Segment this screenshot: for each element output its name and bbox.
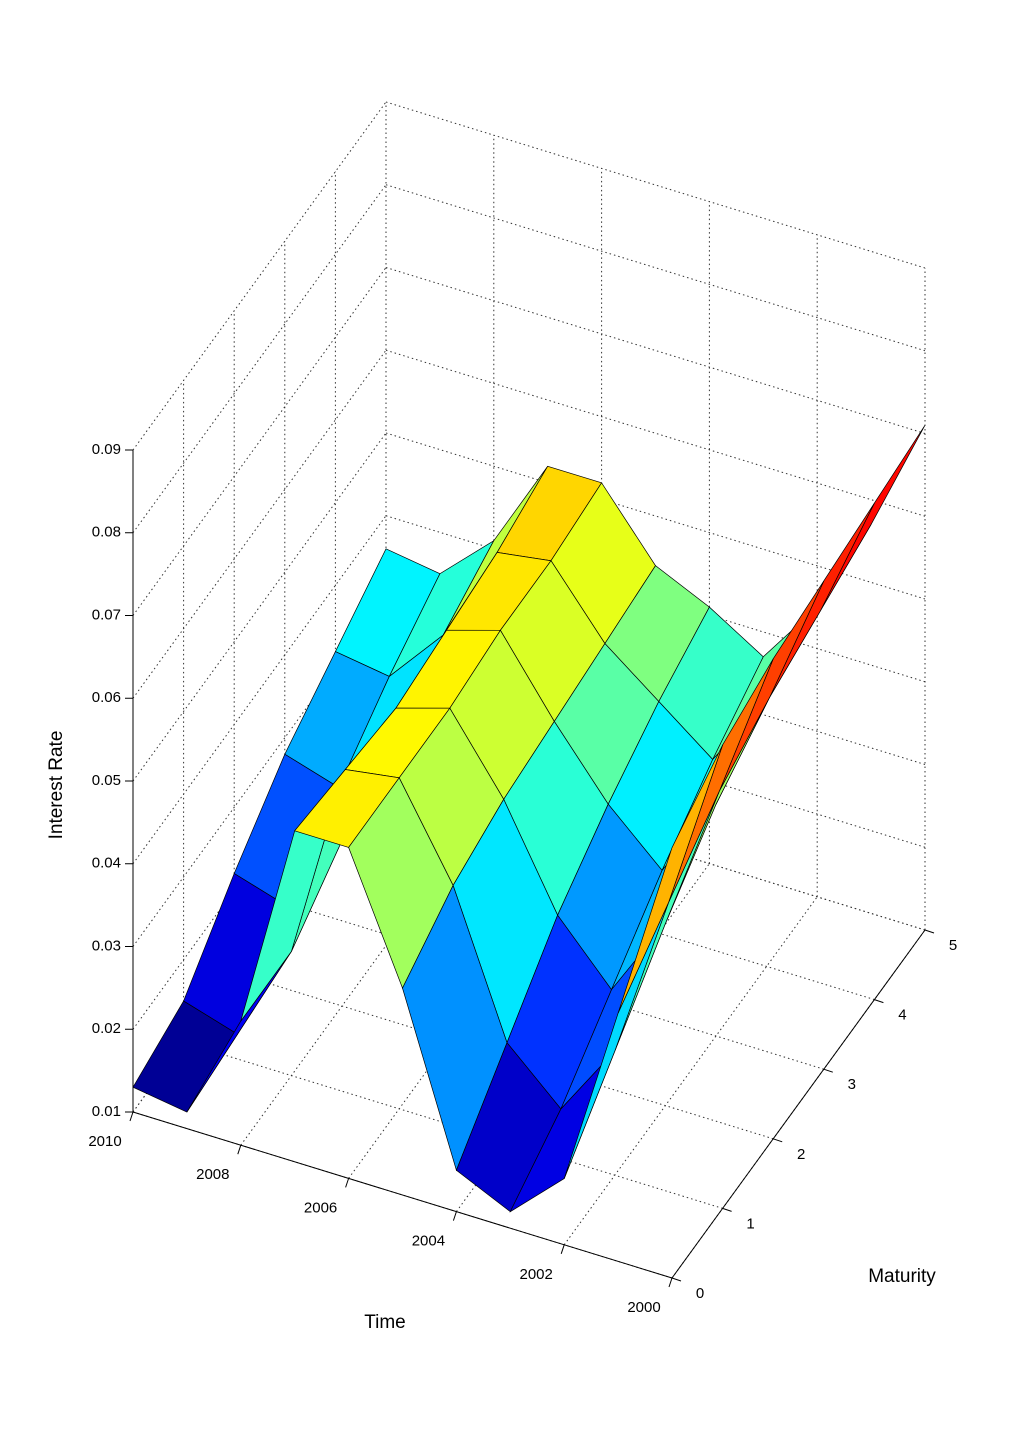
tick-mark [452,1211,457,1221]
tick-mark [671,1277,682,1282]
x-axis [132,1111,673,1279]
y-tick-label: 5 [949,937,957,954]
z-tick-label: 0.09 [92,441,121,458]
z-tick-label: 0.08 [92,524,121,541]
y-tick-label: 4 [898,1007,906,1024]
x-tick-label: 2008 [196,1166,229,1183]
z-tick-label: 0.01 [92,1103,121,1120]
x-tick-label: 2002 [520,1266,553,1283]
tick-mark [874,999,884,1004]
surface-patch [617,744,723,1014]
z-axis-title: Interest Rate [46,731,67,840]
z-tick-label: 0.03 [92,937,121,954]
tick-mark [773,1138,783,1143]
tick-mark [668,1277,673,1288]
x-tick-label: 2006 [304,1199,337,1216]
y-axis [671,929,926,1279]
z-tick-label: 0.04 [92,855,121,872]
z-tick-label: 0.07 [92,606,121,623]
y-tick-label: 1 [746,1215,754,1232]
z-tick-label: 0.05 [92,772,121,789]
z-tick-label: 0.02 [92,1020,121,1037]
y-tick-label: 3 [848,1076,856,1093]
x-tick-label: 2010 [88,1133,121,1150]
tick-mark [823,1068,833,1073]
tick-mark [924,929,935,934]
x-tick-label: 2004 [412,1233,445,1250]
tick-mark [237,1145,242,1155]
z-tick-label: 0.06 [92,689,121,706]
x-axis-title: Time [364,1312,406,1333]
tick-mark [722,1207,732,1212]
y-tick-label: 0 [696,1285,704,1302]
y-axis-title: Maturity [868,1266,936,1287]
y-tick-label: 2 [797,1146,805,1163]
tick-mark [129,1111,134,1122]
x-tick-label: 2000 [627,1299,660,1316]
tick-mark [560,1244,565,1254]
tick-mark [345,1178,350,1188]
